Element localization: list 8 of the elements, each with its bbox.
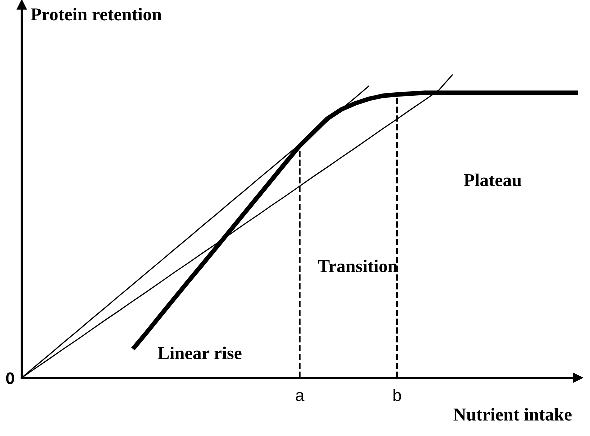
annotation: Transition <box>318 260 398 273</box>
x-tick-label: b <box>394 389 402 402</box>
annotation: Linear rise <box>158 346 242 360</box>
y-axis-title: Protein retention <box>31 8 162 21</box>
annotation: Plateau <box>464 174 522 187</box>
text: 0 <box>6 372 14 384</box>
x-axis-title: Nutrient intake <box>454 408 572 421</box>
x-tick-label: a <box>296 392 305 402</box>
